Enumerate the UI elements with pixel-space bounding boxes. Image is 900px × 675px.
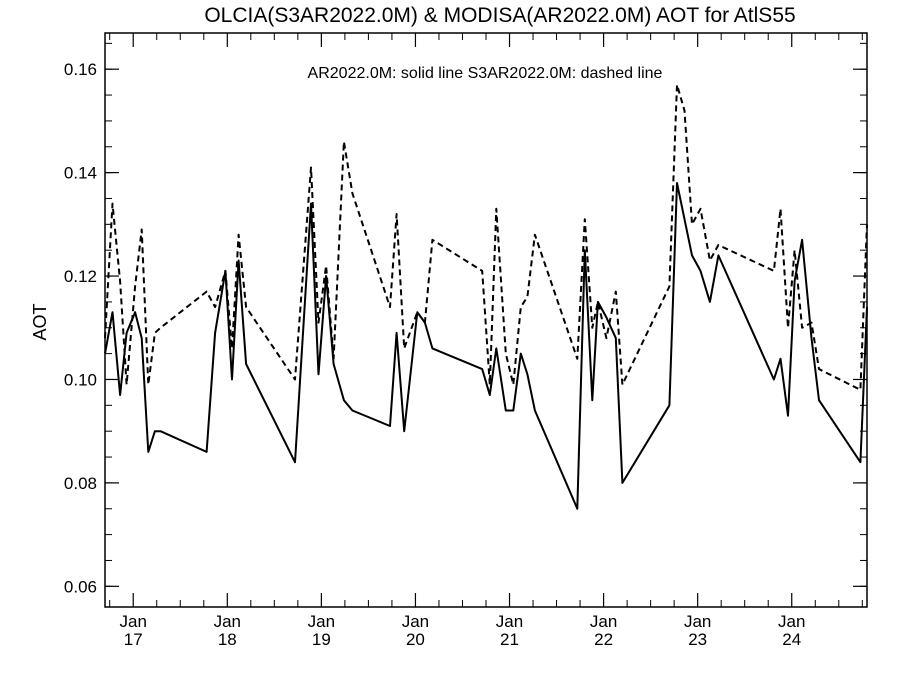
x-tick-label-month: Jan [214,612,241,631]
y-tick-label: 0.14 [64,164,97,183]
x-tick-label-day: 19 [312,630,331,649]
plot-area: 0.060.080.100.120.140.16Jan17Jan18Jan19J… [64,33,868,649]
x-tick-label-day: 18 [218,630,237,649]
x-tick-label-month: Jan [778,612,805,631]
x-tick-label-month: Jan [590,612,617,631]
x-tick-label-month: Jan [402,612,429,631]
x-tick-label-day: 22 [594,630,613,649]
x-tick-label-day: 17 [124,630,143,649]
line-style-note: AR2022.0M: solid line S3AR2022.0M: dashe… [308,65,663,82]
y-tick-label: 0.10 [64,370,97,389]
series-line-solid [104,182,868,510]
x-tick-label-month: Jan [308,612,335,631]
x-tick-label-day: 23 [688,630,707,649]
chart-title: OLCIA(S3AR2022.0M) & MODISA(AR2022.0M) A… [204,4,795,27]
x-tick-label-day: 20 [406,630,425,649]
x-tick-label-month: Jan [120,612,147,631]
x-tick-label-month: Jan [496,612,523,631]
x-tick-label-month: Jan [684,612,711,631]
x-tick-label-day: 21 [500,630,519,649]
y-tick-label: 0.08 [64,474,97,493]
y-tick-label: 0.12 [64,267,97,286]
y-tick-label: 0.06 [64,577,97,596]
y-axis-label: AOT [30,303,50,340]
x-tick-label-day: 24 [782,630,801,649]
y-tick-label: 0.16 [64,60,97,79]
plot-frame [104,32,868,608]
series-line-dashed [104,83,868,391]
